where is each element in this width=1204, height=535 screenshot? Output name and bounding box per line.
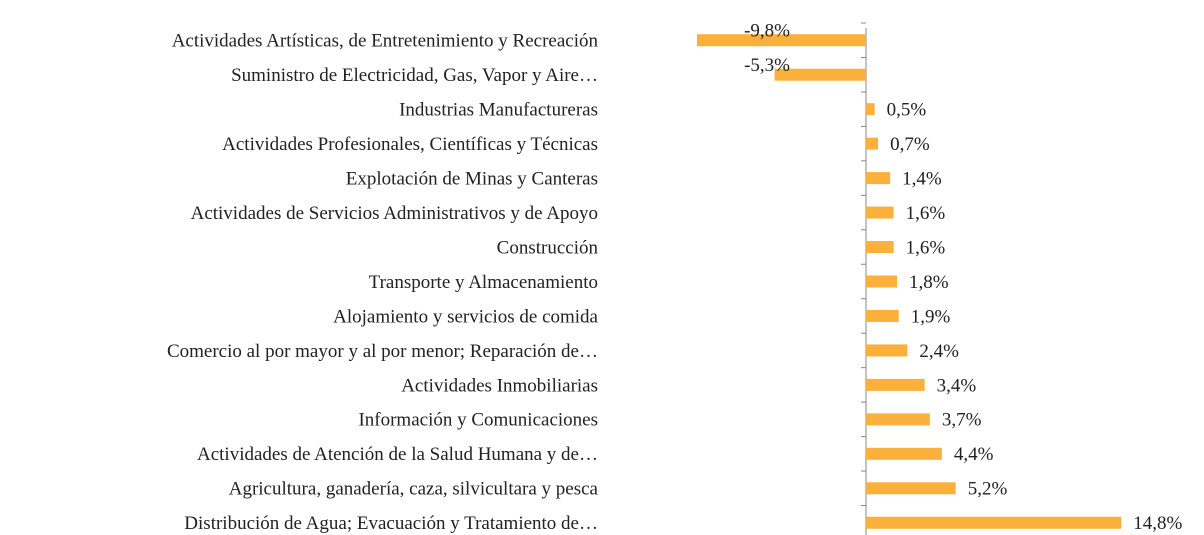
category-label: Actividades Artísticas, de Entretenimien… [172, 31, 599, 52]
bar [774, 68, 866, 81]
value-label: -5,3% [744, 55, 790, 76]
bar [866, 172, 891, 185]
value-label: 1,8% [909, 272, 949, 293]
value-label: 2,4% [919, 341, 959, 362]
bar [866, 413, 930, 426]
value-label: 14,8% [1133, 513, 1182, 534]
category-label: Transporte y Almacenamiento [369, 272, 598, 293]
bar [866, 103, 875, 116]
value-label: 3,4% [937, 375, 977, 396]
category-label: Actividades de Atención de la Salud Huma… [197, 444, 598, 465]
category-label: Distribución de Agua; Evacuación y Trata… [184, 513, 598, 534]
bar [866, 275, 898, 288]
value-label: -9,8% [744, 21, 790, 42]
bar [866, 309, 899, 322]
bar [866, 447, 942, 460]
value-label: 1,9% [911, 306, 951, 327]
value-label: 0,7% [890, 134, 930, 155]
value-label: 3,7% [942, 410, 982, 431]
value-label: 5,2% [968, 479, 1008, 500]
bar [866, 516, 1122, 529]
bar [866, 241, 894, 254]
category-label: Actividades de Servicios Administrativos… [191, 203, 598, 224]
bar [866, 206, 894, 219]
value-label: 4,4% [954, 444, 994, 465]
category-label: Agricultura, ganadería, caza, silviculta… [229, 479, 599, 500]
category-label: Información y Comunicaciones [358, 410, 598, 431]
value-label: 1,6% [906, 203, 946, 224]
bar [696, 34, 866, 47]
category-label: Comercio al por mayor y al por menor; Re… [167, 341, 598, 362]
bar [866, 344, 908, 357]
value-label: 1,4% [902, 168, 942, 189]
category-label: Construcción [497, 237, 599, 258]
category-label: Suministro de Electricidad, Gas, Vapor y… [231, 65, 598, 86]
bar [866, 137, 879, 150]
bar [866, 482, 956, 495]
value-label: 0,5% [887, 100, 927, 121]
value-label: 1,6% [906, 237, 946, 258]
category-label: Actividades Profesionales, Científicas y… [222, 134, 598, 155]
category-label: Explotación de Minas y Canteras [346, 168, 598, 189]
category-label: Alojamiento y servicios de comida [333, 306, 598, 327]
bar [866, 378, 925, 391]
category-label: Actividades Inmobiliarias [401, 375, 598, 396]
category-label: Industrias Manufactureras [399, 100, 598, 121]
